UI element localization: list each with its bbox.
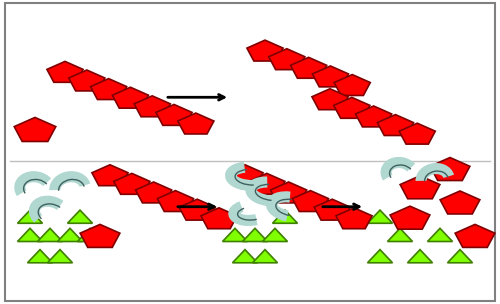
Polygon shape [134,96,170,117]
Polygon shape [408,250,432,263]
Polygon shape [47,61,83,82]
Polygon shape [14,117,56,141]
Polygon shape [178,113,214,134]
Polygon shape [334,97,370,118]
Polygon shape [58,228,82,241]
Polygon shape [114,173,150,194]
Polygon shape [314,199,350,220]
Polygon shape [312,89,348,110]
Polygon shape [90,79,126,99]
Polygon shape [242,228,268,241]
Polygon shape [179,199,216,220]
Polygon shape [18,210,42,223]
Polygon shape [455,224,495,247]
Polygon shape [312,66,348,87]
Polygon shape [232,250,258,263]
Polygon shape [368,210,392,223]
Polygon shape [356,106,392,127]
Polygon shape [68,210,92,223]
Polygon shape [390,206,430,229]
Polygon shape [252,250,278,263]
Polygon shape [399,123,436,144]
Polygon shape [201,208,237,229]
Polygon shape [248,173,285,194]
Polygon shape [400,176,440,199]
Polygon shape [136,182,172,203]
Polygon shape [368,250,392,263]
Polygon shape [227,165,263,186]
Polygon shape [92,165,128,186]
Polygon shape [428,228,452,241]
Polygon shape [222,228,248,241]
FancyBboxPatch shape [5,3,495,301]
Polygon shape [448,250,472,263]
Polygon shape [112,87,148,108]
Polygon shape [388,228,412,241]
Polygon shape [336,208,372,229]
Polygon shape [262,228,287,241]
Polygon shape [48,250,72,263]
Polygon shape [156,105,192,125]
Polygon shape [430,157,470,181]
Polygon shape [28,250,52,263]
Polygon shape [378,115,414,136]
Polygon shape [18,228,42,241]
Polygon shape [290,57,326,78]
Polygon shape [80,224,120,247]
Polygon shape [247,40,283,61]
Polygon shape [272,210,297,223]
Polygon shape [334,74,370,95]
Polygon shape [268,49,305,70]
Polygon shape [440,191,480,214]
Polygon shape [78,228,102,241]
Polygon shape [270,182,306,203]
Polygon shape [68,70,105,91]
Polygon shape [292,191,328,212]
Polygon shape [38,228,62,241]
Polygon shape [158,191,194,212]
